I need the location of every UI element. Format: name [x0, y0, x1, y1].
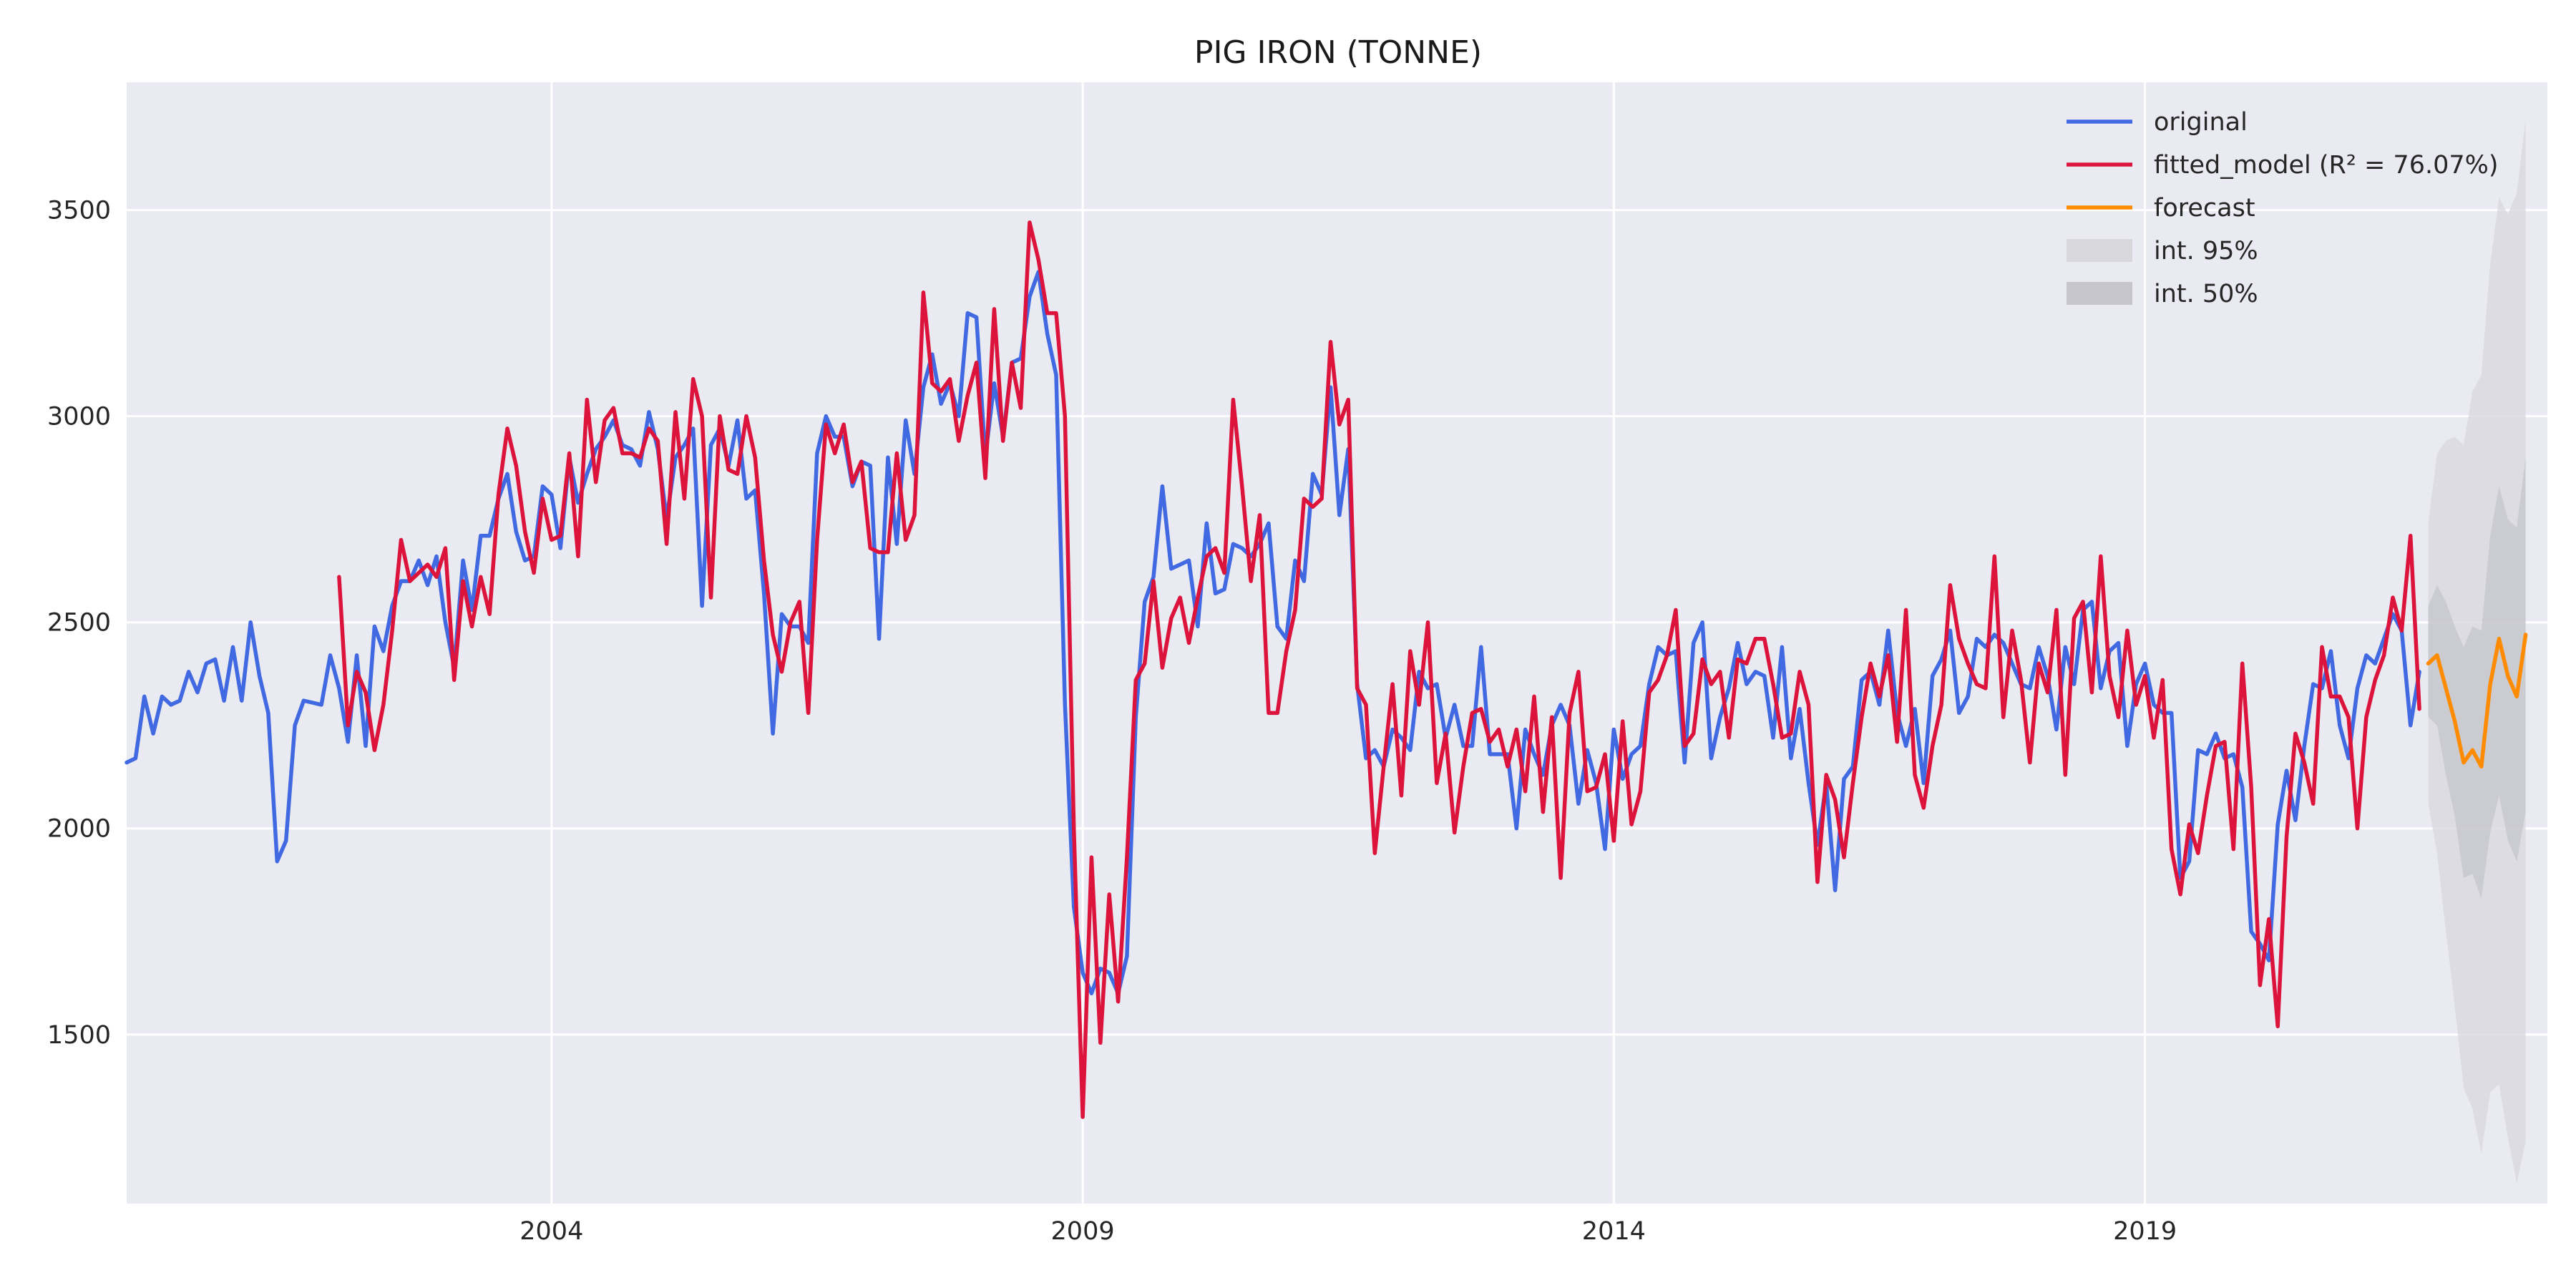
interval-band [2428, 457, 2526, 899]
y-tick-label: 1500 [47, 1021, 111, 1050]
x-tick-label: 2004 [519, 1217, 583, 1246]
y-axis: 1500 2000 2500 3000 3500 [47, 197, 111, 1050]
chart-title: PIG IRON (TONNE) [1194, 34, 1482, 71]
y-tick-label: 2000 [47, 815, 111, 844]
legend-patch-swatch [2067, 239, 2132, 262]
legend-label: fitted_model (R² = 76.07%) [2154, 151, 2499, 180]
legend-label: int. 95% [2154, 237, 2258, 265]
y-tick-label: 2500 [47, 609, 111, 638]
legend-label: forecast [2154, 194, 2255, 223]
x-tick-label: 2019 [2113, 1217, 2177, 1246]
y-tick-label: 3500 [47, 197, 111, 225]
legend-label: int. 50% [2154, 280, 2258, 308]
x-axis: 2004 2009 2014 2019 [519, 1217, 2177, 1246]
x-tick-label: 2014 [1582, 1217, 1646, 1246]
grid [127, 82, 2547, 1204]
legend-patch-swatch [2067, 282, 2132, 305]
legend: original fitted_model (R² = 76.07%) foreca… [2067, 108, 2499, 308]
series-lines [125, 220, 2528, 1119]
legend-label: original [2154, 108, 2248, 137]
series-line [2426, 633, 2528, 769]
y-tick-label: 3000 [47, 403, 111, 431]
series-line [125, 270, 2421, 995]
x-tick-label: 2009 [1051, 1217, 1115, 1246]
confidence-bands [2428, 119, 2526, 1184]
series-line [337, 220, 2421, 1119]
